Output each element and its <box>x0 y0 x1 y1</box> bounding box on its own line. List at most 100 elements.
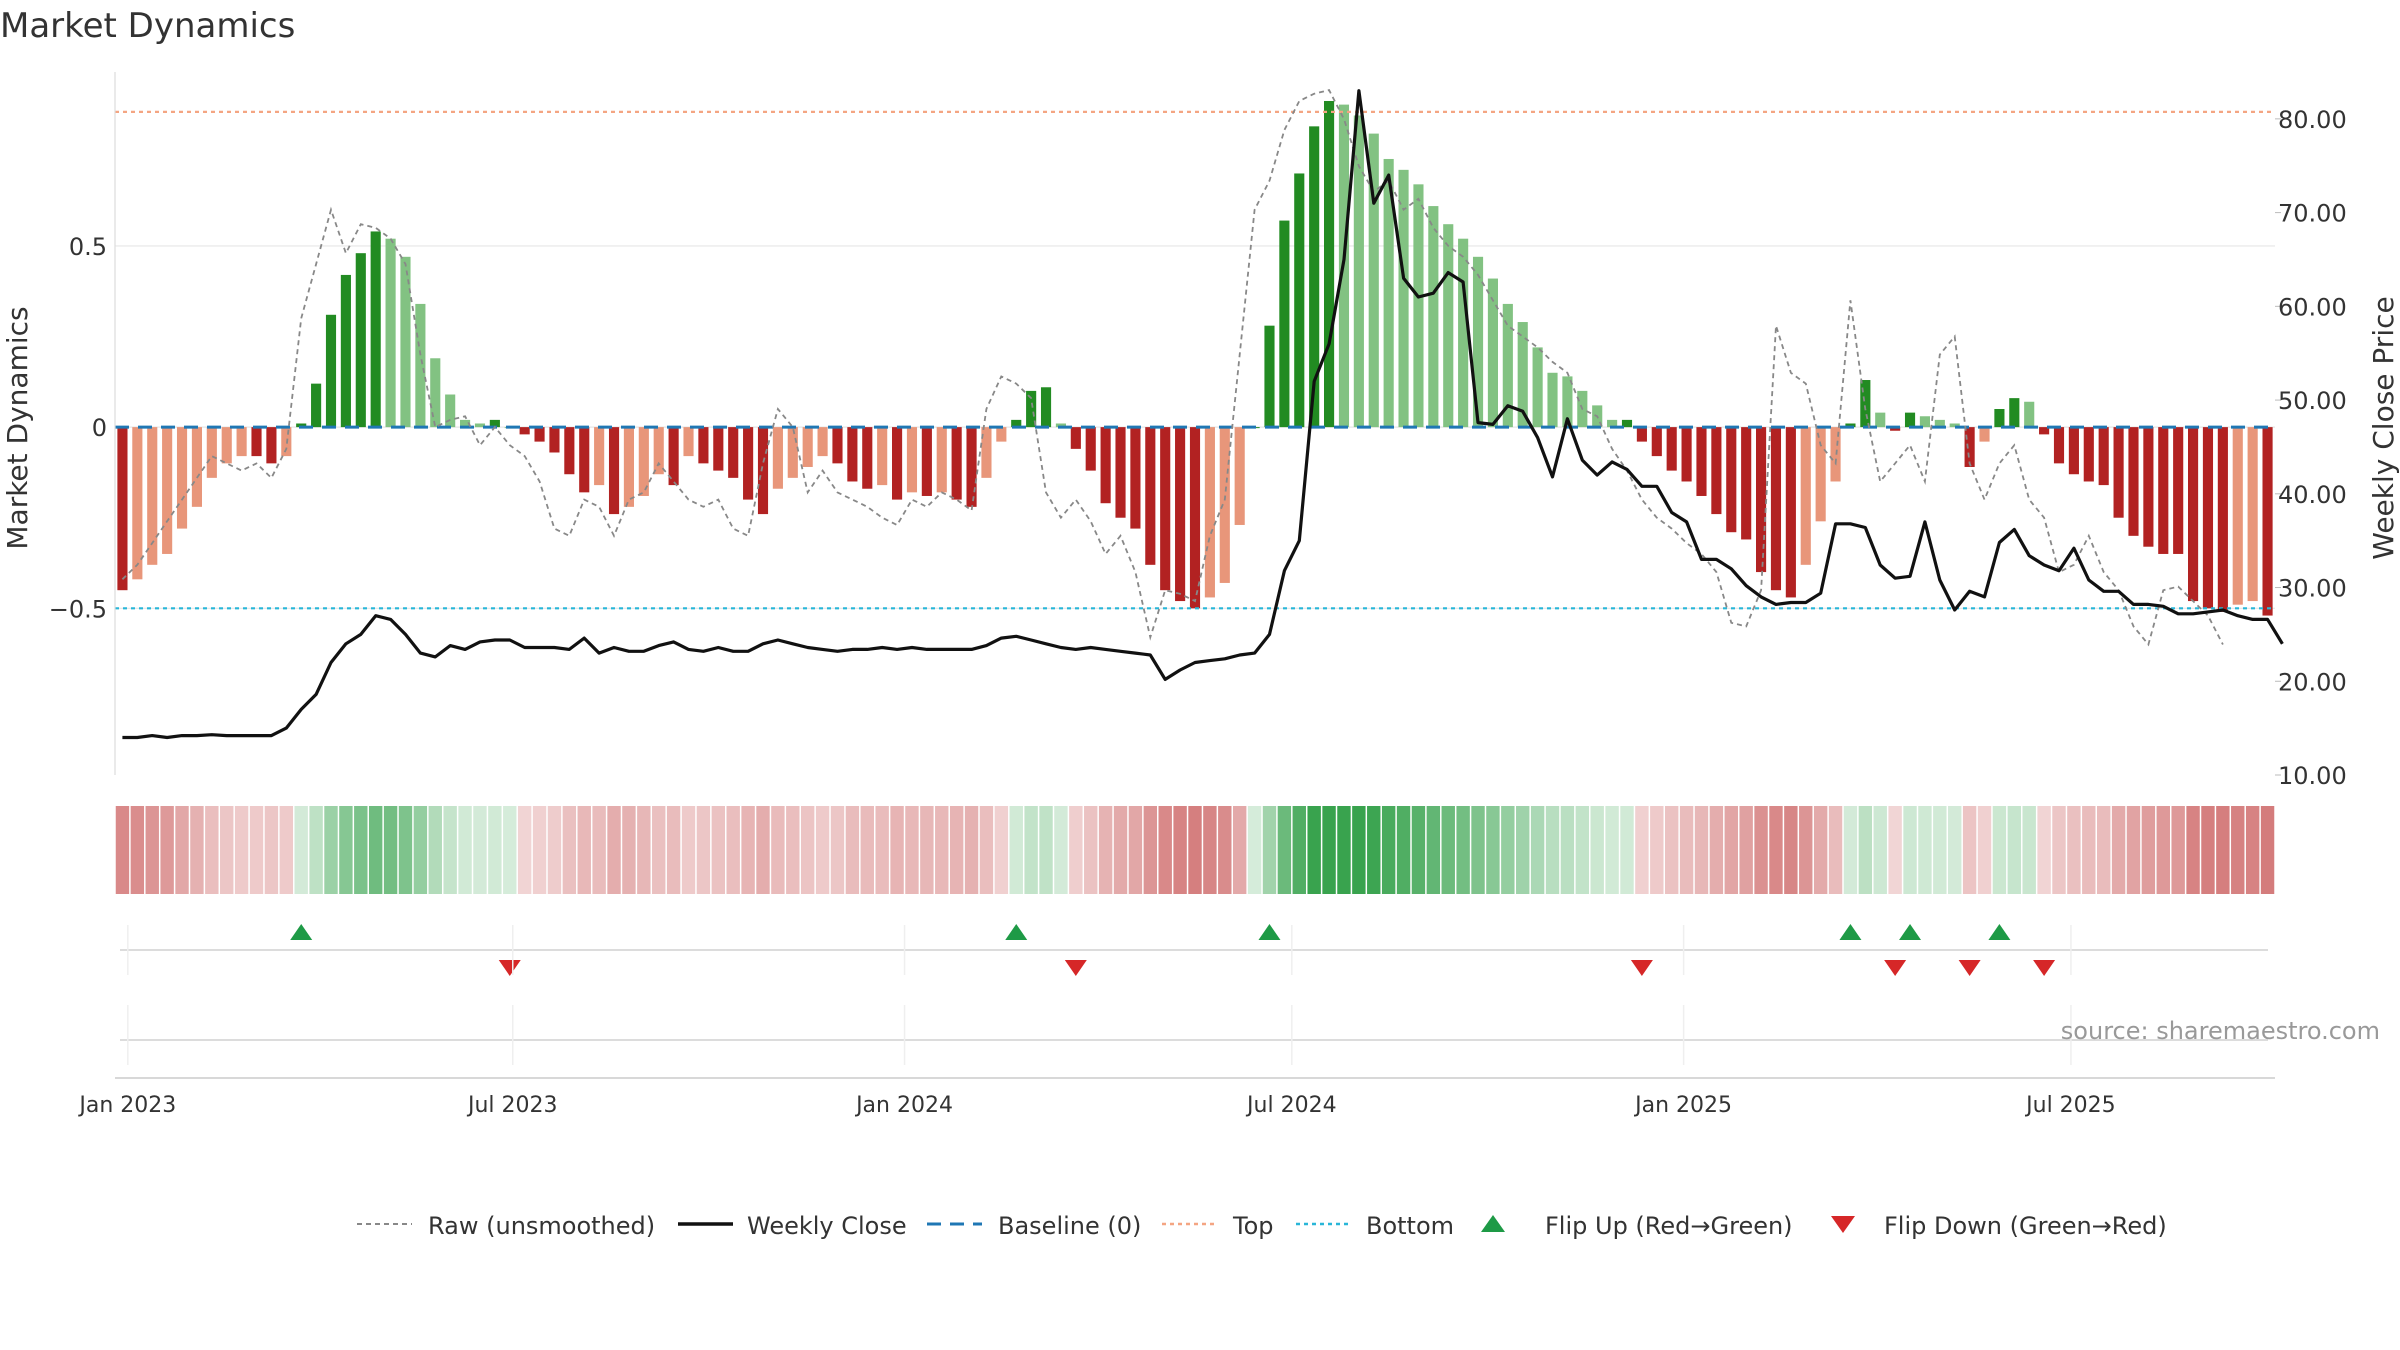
momentum-bar <box>564 427 575 475</box>
regime-cell <box>2186 806 2200 894</box>
momentum-bar <box>1636 427 1647 442</box>
regime-cell <box>1560 806 1575 894</box>
regime-cell <box>2171 806 2185 894</box>
momentum-bar <box>1040 387 1052 428</box>
regime-cell <box>1232 806 1247 894</box>
regime-cell <box>1575 806 1590 894</box>
regime-cell <box>1322 806 1336 894</box>
regime-cell <box>786 806 800 894</box>
momentum-bar <box>325 314 337 428</box>
regime-cell <box>577 806 591 894</box>
momentum-bar <box>683 427 694 457</box>
momentum-bar <box>1949 423 1960 428</box>
momentum-bar <box>191 427 202 507</box>
x-tick-label: Jan 2025 <box>1633 1093 1732 1118</box>
momentum-bar <box>1160 427 1171 591</box>
regime-cell <box>309 806 323 894</box>
momentum-bar <box>1398 169 1409 428</box>
regime-cell <box>443 806 457 894</box>
x-tick-label: Jul 2023 <box>466 1093 558 1118</box>
regime-cell <box>2216 806 2230 894</box>
regime-cell <box>1650 806 1664 894</box>
regime-cell <box>1113 806 1128 894</box>
regime-cell <box>368 806 383 894</box>
momentum-bar <box>415 303 426 428</box>
momentum-bar <box>1666 427 1677 471</box>
flip-down-marker <box>1064 960 1087 976</box>
legend-bottom-label: Bottom <box>1366 1212 1454 1240</box>
regime-cell <box>1262 806 1277 894</box>
regime-cell <box>1471 806 1485 894</box>
momentum-bar <box>862 427 873 489</box>
momentum-bar <box>1234 427 1245 525</box>
regime-cell <box>294 806 308 894</box>
regime-cell <box>1352 806 1366 894</box>
regime-cell <box>2260 806 2275 894</box>
momentum-bar <box>132 427 143 580</box>
momentum-bar <box>2247 427 2258 602</box>
momentum-bar <box>176 427 188 529</box>
flip-down-marker <box>498 960 521 976</box>
momentum-bar <box>1860 380 1871 428</box>
momentum-bar <box>534 427 545 442</box>
y-tick-label: 0 <box>92 414 107 442</box>
momentum-bar <box>251 427 262 457</box>
regime-cell <box>2141 806 2156 894</box>
regime-cell <box>458 806 472 894</box>
regime-cell <box>756 806 770 894</box>
momentum-bar <box>311 383 322 428</box>
y-tick-label: −0.5 <box>49 595 107 623</box>
regime-cell <box>935 806 949 894</box>
regime-cell <box>220 806 234 894</box>
momentum-bar <box>728 427 739 478</box>
momentum-bar <box>1770 427 1782 591</box>
reference-lines <box>115 110 2275 610</box>
y2-tick-label: 70.00 <box>2278 200 2347 228</box>
regime-cell <box>1411 806 1426 894</box>
momentum-bar <box>2083 427 2094 482</box>
regime-cell <box>1173 806 1187 894</box>
momentum-bar <box>2202 427 2214 609</box>
regime-cell <box>1784 806 1798 894</box>
momentum-bar <box>966 427 977 507</box>
momentum-bar <box>519 427 530 435</box>
momentum-bar <box>1085 427 1096 471</box>
flip-up-marker <box>1988 924 2011 940</box>
regime-cell <box>815 806 830 894</box>
regime-cell <box>637 806 651 894</box>
momentum-bar <box>162 427 173 554</box>
momentum-bar <box>981 427 992 478</box>
momentum-bar <box>2113 427 2124 518</box>
y2-tick-label: 30.00 <box>2278 575 2347 603</box>
regime-cell <box>249 806 264 894</box>
momentum-bar <box>1130 427 1141 529</box>
regime-cell <box>2111 806 2126 894</box>
momentum-bar <box>1979 427 1990 442</box>
flip-down-marker <box>1630 960 1653 976</box>
regime-cell <box>1918 806 1932 894</box>
regime-cell <box>1545 806 1560 894</box>
regime-cell <box>1501 806 1515 894</box>
momentum-bar <box>743 427 754 500</box>
momentum-bar <box>1681 427 1692 482</box>
regime-cell <box>1456 806 1470 894</box>
regime-cell <box>324 806 338 894</box>
regime-cell <box>1813 806 1828 894</box>
regime-cell <box>1709 806 1724 894</box>
source-label: source: sharemaestro.com <box>2061 1017 2380 1045</box>
regime-cell <box>1098 806 1113 894</box>
regime-cell <box>473 806 487 894</box>
legend-raw-label: Raw (unsmoothed) <box>428 1212 655 1240</box>
regime-cell <box>1039 806 1053 894</box>
momentum-bar <box>817 427 828 457</box>
momentum-bar <box>1115 427 1126 518</box>
regime-cell <box>1188 806 1202 894</box>
regime-cell <box>1367 806 1381 894</box>
momentum-bar <box>936 427 947 493</box>
regime-cell <box>890 806 904 894</box>
momentum-bar <box>638 427 649 496</box>
regime-cell <box>1143 806 1158 894</box>
flip-up-marker <box>1005 924 1028 940</box>
momentum-bar <box>1800 427 1811 565</box>
regime-cell <box>517 806 532 894</box>
